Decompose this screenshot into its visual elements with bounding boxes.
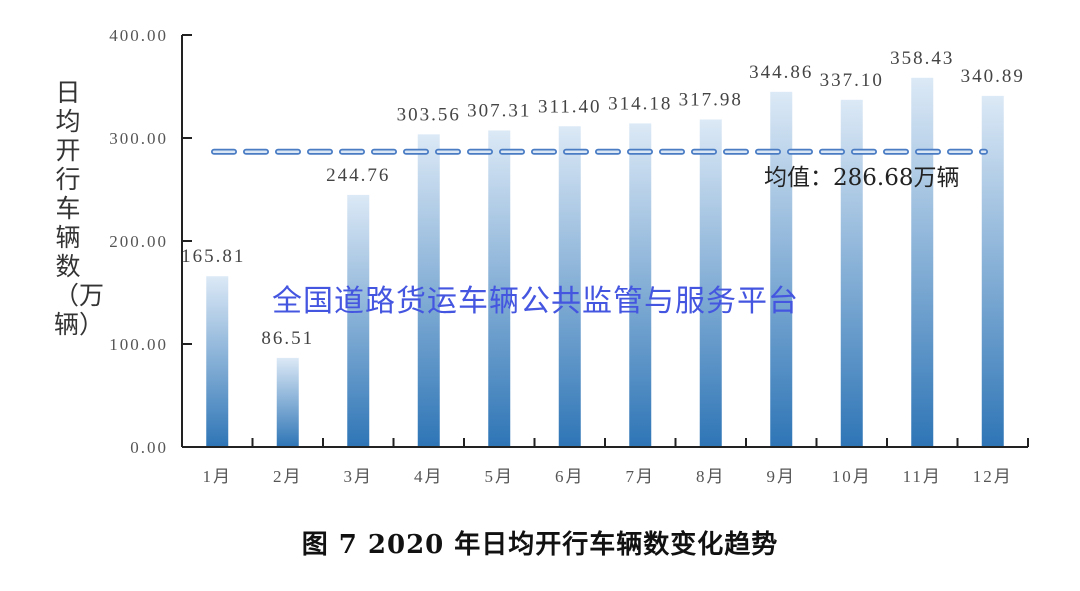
- data-label: 311.40: [538, 96, 602, 117]
- data-label: 86.51: [261, 328, 314, 349]
- y-axis-label: 日均开行车辆数（万辆）: [54, 78, 105, 339]
- x-tick-label: 7月: [626, 467, 656, 486]
- x-tick-label: 5月: [485, 467, 515, 486]
- data-label: 244.76: [326, 165, 390, 186]
- x-tick-label: 12月: [973, 467, 1013, 486]
- bar-12月: [981, 95, 1004, 447]
- y-tick-label: 0.00: [130, 438, 168, 457]
- y-tick-label: 300.00: [109, 129, 168, 148]
- data-label: 303.56: [397, 104, 461, 125]
- x-tick-label: 8月: [696, 467, 726, 486]
- y-tick-label: 100.00: [109, 335, 168, 354]
- chart-title: 图 7 2020 年日均开行车辆数变化趋势: [301, 530, 779, 560]
- y-tick-label: 200.00: [109, 232, 168, 251]
- data-label: 317.98: [679, 89, 743, 110]
- bar-11月: [911, 77, 934, 447]
- bar-2月: [276, 357, 299, 447]
- bar-1月: [206, 276, 229, 447]
- data-label: 358.43: [890, 48, 954, 69]
- x-tick-label: 4月: [414, 467, 444, 486]
- x-tick-label: 6月: [555, 467, 585, 486]
- watermark: 全国道路货运车辆公共监管与服务平台: [272, 284, 799, 319]
- data-label: 344.86: [749, 62, 813, 83]
- data-label: 165.81: [181, 246, 245, 267]
- bar-9月: [770, 91, 793, 448]
- x-tick-label: 11月: [903, 467, 942, 486]
- data-label: 314.18: [608, 93, 672, 114]
- data-label: 340.89: [961, 66, 1025, 87]
- bar-4月: [417, 134, 440, 448]
- data-label: 307.31: [467, 100, 531, 121]
- bar-5月: [488, 130, 511, 447]
- bar-8月: [699, 119, 722, 448]
- bar-3月: [347, 194, 370, 447]
- mean-label: 均值：286.68万辆: [764, 165, 960, 191]
- x-tick-label: 10月: [832, 467, 872, 486]
- x-tick-label: 1月: [203, 467, 233, 486]
- x-tick-label: 9月: [767, 467, 797, 486]
- bar-10月: [840, 99, 863, 448]
- x-tick-label: 2月: [273, 467, 303, 486]
- x-tick-label: 3月: [344, 467, 374, 486]
- y-tick-label: 400.00: [109, 26, 168, 45]
- bar-7月: [629, 123, 652, 448]
- data-label: 337.10: [820, 70, 884, 91]
- bar-6月: [558, 126, 581, 448]
